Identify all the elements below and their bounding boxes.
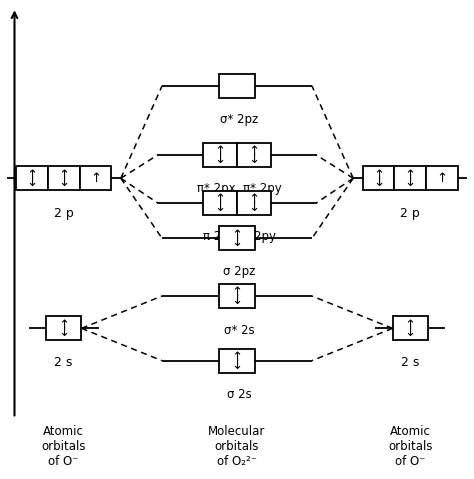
- FancyBboxPatch shape: [237, 143, 271, 167]
- Text: ↓: ↓: [405, 176, 416, 189]
- FancyBboxPatch shape: [16, 166, 48, 190]
- Text: ↑: ↑: [405, 169, 416, 182]
- FancyBboxPatch shape: [393, 316, 428, 341]
- Text: ↓: ↓: [248, 201, 259, 214]
- Text: ↓: ↓: [405, 327, 416, 340]
- Text: ↑: ↑: [231, 351, 243, 364]
- FancyBboxPatch shape: [426, 166, 458, 190]
- Text: ↑: ↑: [231, 228, 243, 241]
- Text: ↓: ↓: [26, 176, 37, 189]
- Text: ↑: ↑: [437, 172, 448, 185]
- Text: 2 p: 2 p: [54, 207, 73, 220]
- Text: ↓: ↓: [373, 176, 384, 189]
- FancyBboxPatch shape: [394, 166, 426, 190]
- Text: 2 s: 2 s: [401, 356, 419, 369]
- Text: σ* 2s: σ* 2s: [224, 324, 255, 337]
- Text: π* 2px  π* 2py: π* 2px π* 2py: [197, 182, 282, 195]
- Text: π 2px  π 2py: π 2px π 2py: [203, 229, 276, 242]
- Text: ↑: ↑: [231, 286, 243, 299]
- Text: ↓: ↓: [215, 201, 226, 214]
- Text: σ 2pz: σ 2pz: [223, 265, 255, 278]
- Text: Atomic
orbitals
of O⁻: Atomic orbitals of O⁻: [388, 425, 433, 468]
- Text: ↓: ↓: [231, 359, 243, 372]
- FancyBboxPatch shape: [46, 316, 81, 341]
- FancyBboxPatch shape: [48, 166, 80, 190]
- Text: ↑: ↑: [248, 146, 259, 159]
- Text: ↓: ↓: [231, 237, 243, 250]
- Text: ↑: ↑: [26, 169, 37, 182]
- Text: σ* 2pz: σ* 2pz: [220, 113, 258, 125]
- Text: ↑: ↑: [373, 169, 384, 182]
- FancyBboxPatch shape: [219, 226, 255, 251]
- Text: ↑: ↑: [58, 319, 69, 331]
- Text: ↑: ↑: [405, 319, 416, 331]
- FancyBboxPatch shape: [203, 143, 237, 167]
- Text: ↑: ↑: [90, 172, 101, 185]
- Text: 2 p: 2 p: [401, 207, 420, 220]
- Text: ↓: ↓: [215, 153, 226, 166]
- Text: ↑: ↑: [215, 193, 226, 206]
- FancyBboxPatch shape: [219, 284, 255, 308]
- FancyBboxPatch shape: [363, 166, 394, 190]
- Text: σ 2s: σ 2s: [227, 388, 252, 401]
- Text: ↓: ↓: [231, 294, 243, 307]
- Text: ↓: ↓: [58, 176, 69, 189]
- FancyBboxPatch shape: [203, 191, 237, 215]
- Text: ↑: ↑: [58, 169, 69, 182]
- FancyBboxPatch shape: [219, 349, 255, 373]
- Text: ↑: ↑: [248, 193, 259, 206]
- Text: Molecular
orbitals
of O₂²⁻: Molecular orbitals of O₂²⁻: [208, 425, 266, 468]
- Text: Atomic
orbitals
of O⁻: Atomic orbitals of O⁻: [41, 425, 86, 468]
- FancyBboxPatch shape: [237, 191, 271, 215]
- Text: ↓: ↓: [248, 153, 259, 166]
- FancyBboxPatch shape: [219, 74, 255, 98]
- Text: ↓: ↓: [58, 327, 69, 340]
- Text: 2 s: 2 s: [55, 356, 73, 369]
- FancyBboxPatch shape: [80, 166, 111, 190]
- Text: ↑: ↑: [215, 146, 226, 159]
